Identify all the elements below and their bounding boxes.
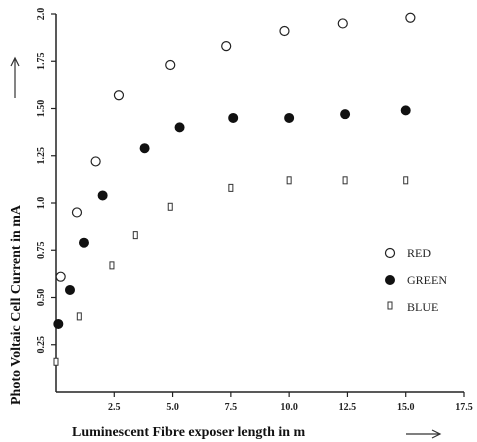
y-tick-label: 2.0 xyxy=(36,8,47,21)
y-axis-title: Photo Voltaic Cell Current in mA xyxy=(9,204,24,405)
y-tick-label: 0.75 xyxy=(36,242,47,260)
legend: RED GREEN BLUE xyxy=(384,246,447,314)
data-point-red xyxy=(165,59,176,71)
x-tick-label: 17.5 xyxy=(455,402,473,413)
x-tick-label: 15.0 xyxy=(397,402,415,413)
data-point-red xyxy=(337,18,348,29)
x-tick-label: 5.0 xyxy=(166,402,179,413)
data-point-green xyxy=(139,143,150,154)
data-point-green xyxy=(174,122,185,133)
data-point-red xyxy=(55,271,66,282)
data-point-red xyxy=(279,25,290,37)
y-tick-label: 1.50 xyxy=(36,100,47,118)
y-direction-arrow-icon xyxy=(10,56,20,98)
data-point-green xyxy=(78,237,89,248)
legend-marker-red xyxy=(384,247,396,259)
data-point-red xyxy=(221,41,232,52)
data-point-blue xyxy=(76,312,82,321)
data-point-green xyxy=(228,112,239,123)
data-point-red xyxy=(71,207,83,218)
y-ticks: 0.25 0.50 0.75 1.0 1.25 1.50 1.75 2.0 xyxy=(36,8,56,354)
x-tick-label: 2.5 xyxy=(108,402,121,413)
data-point-red xyxy=(113,90,125,101)
data-point-green xyxy=(400,105,411,116)
data-point-blue xyxy=(109,261,115,270)
data-point-blue xyxy=(132,231,138,240)
data-point-red xyxy=(90,156,101,167)
legend-marker-blue xyxy=(387,301,393,310)
data-points xyxy=(53,12,416,366)
data-point-green xyxy=(340,109,351,120)
y-tick-label: 1.25 xyxy=(36,147,47,165)
data-point-blue xyxy=(167,202,173,211)
legend-item-blue: BLUE xyxy=(387,300,438,314)
x-tick-label: 12.5 xyxy=(339,402,357,413)
x-ticks: 2.5 5.0 7.5 10.0 12.5 15.0 17.5 xyxy=(108,392,473,413)
data-point-blue xyxy=(286,176,292,185)
y-tick-label: 1.75 xyxy=(36,53,47,71)
data-point-green xyxy=(284,112,295,123)
data-point-blue xyxy=(228,183,234,192)
data-point-blue xyxy=(53,357,59,366)
data-point-green xyxy=(64,284,75,295)
legend-marker-green xyxy=(385,275,395,285)
y-tick-label: 1.0 xyxy=(36,197,47,210)
data-point-blue xyxy=(403,176,409,185)
legend-item-green: GREEN xyxy=(385,273,447,287)
data-point-green xyxy=(53,318,64,329)
y-tick-label: 0.25 xyxy=(36,336,47,354)
x-tick-label: 7.5 xyxy=(225,402,238,413)
x-axis-title: Luminescent Fibre exposer length in m xyxy=(72,425,306,440)
x-tick-label: 10.0 xyxy=(280,402,298,413)
x-direction-arrow-icon xyxy=(406,429,442,439)
legend-label-blue: BLUE xyxy=(407,300,438,314)
legend-label-red: RED xyxy=(407,246,431,260)
data-point-green xyxy=(97,190,108,201)
y-tick-label: 0.50 xyxy=(36,289,47,307)
data-point-red xyxy=(405,12,416,23)
data-point-blue xyxy=(342,176,348,185)
legend-label-green: GREEN xyxy=(407,273,447,287)
legend-item-red: RED xyxy=(384,246,431,260)
